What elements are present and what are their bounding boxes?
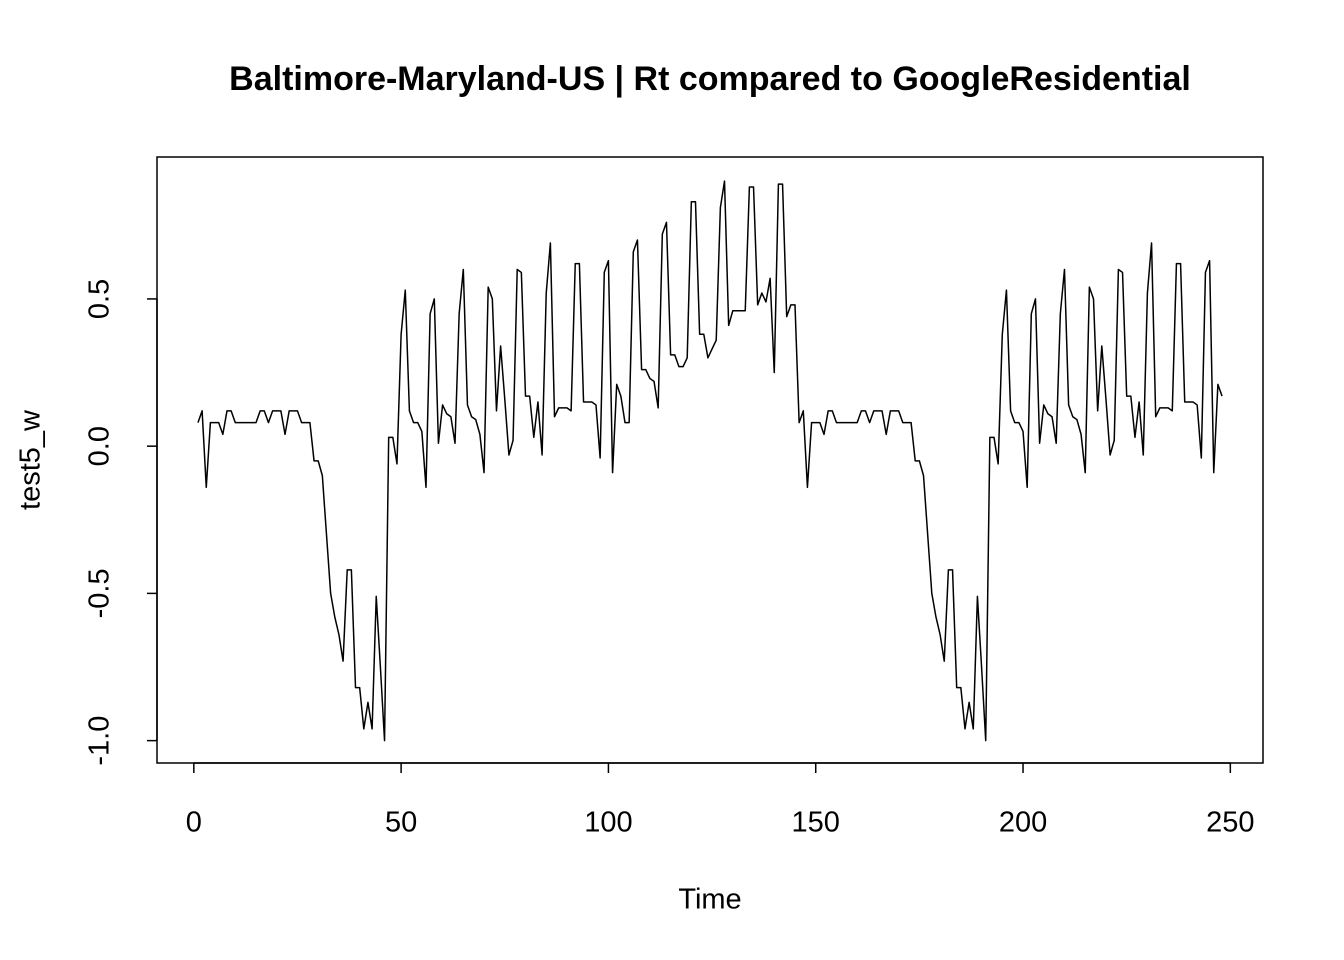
plot-frame [156,156,1264,764]
x-tick-label: 0 [186,807,202,839]
x-tick-label: 200 [999,807,1047,839]
y-axis-label: test5_w [15,409,47,510]
data-line [197,180,1223,742]
y-tick-label: 0.0 [84,426,116,466]
chart-title: Baltimore-Maryland-US | Rt compared to G… [229,60,1191,98]
x-tick-label: 100 [584,807,632,839]
x-axis-label: Time [678,884,741,916]
x-tick-label: 150 [792,807,840,839]
y-tick-label: -1.0 [84,716,116,766]
y-tick-label: 0.5 [84,279,116,319]
y-tick-label: -0.5 [84,568,116,618]
x-tick-label: 50 [385,807,417,839]
x-tick-label: 250 [1206,807,1254,839]
